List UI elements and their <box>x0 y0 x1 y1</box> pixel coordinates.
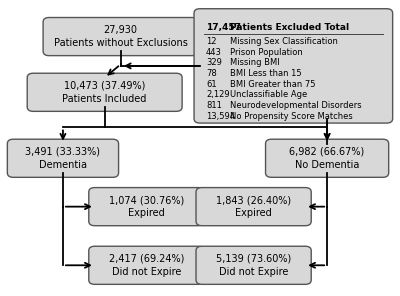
FancyBboxPatch shape <box>196 246 311 284</box>
Text: 5,139 (73.60%)
Did not Expire: 5,139 (73.60%) Did not Expire <box>216 254 291 277</box>
Text: 1,843 (26.40%)
Expired: 1,843 (26.40%) Expired <box>216 195 291 218</box>
Text: BMI Less than 15: BMI Less than 15 <box>230 69 302 78</box>
Text: 2,129: 2,129 <box>206 90 230 99</box>
Text: 811: 811 <box>206 101 222 110</box>
FancyBboxPatch shape <box>89 188 204 226</box>
FancyBboxPatch shape <box>266 139 389 177</box>
Text: 17,457: 17,457 <box>206 23 241 32</box>
Text: No Propensity Score Matches: No Propensity Score Matches <box>230 112 352 121</box>
Text: 1,074 (30.76%)
Expired: 1,074 (30.76%) Expired <box>109 195 184 218</box>
Text: 12: 12 <box>206 37 216 46</box>
Text: Neurodevelopmental Disorders: Neurodevelopmental Disorders <box>230 101 362 110</box>
Text: Missing Sex Classification: Missing Sex Classification <box>230 37 338 46</box>
Text: 27,930
Patients without Exclusions: 27,930 Patients without Exclusions <box>54 25 188 48</box>
FancyBboxPatch shape <box>27 73 182 111</box>
Text: 329: 329 <box>206 58 222 67</box>
Text: 6,982 (66.67%)
No Dementia: 6,982 (66.67%) No Dementia <box>290 147 365 170</box>
FancyBboxPatch shape <box>43 17 198 56</box>
Text: 2,417 (69.24%)
Did not Expire: 2,417 (69.24%) Did not Expire <box>109 254 184 277</box>
FancyBboxPatch shape <box>89 246 204 284</box>
Text: Patients Excluded Total: Patients Excluded Total <box>230 23 349 32</box>
Text: 443: 443 <box>206 48 222 57</box>
FancyBboxPatch shape <box>194 9 393 123</box>
FancyBboxPatch shape <box>196 188 311 226</box>
Text: BMI Greater than 75: BMI Greater than 75 <box>230 80 315 89</box>
Text: Prison Population: Prison Population <box>230 48 302 57</box>
Text: 61: 61 <box>206 80 216 89</box>
Text: 3,491 (33.33%)
Dementia: 3,491 (33.33%) Dementia <box>26 147 100 170</box>
Text: Unclassifiable Age: Unclassifiable Age <box>230 90 307 99</box>
Text: 10,473 (37.49%)
Patients Included: 10,473 (37.49%) Patients Included <box>62 81 147 104</box>
Text: 78: 78 <box>206 69 217 78</box>
Text: 13,594: 13,594 <box>206 112 235 121</box>
FancyBboxPatch shape <box>7 139 118 177</box>
Text: Missing BMI: Missing BMI <box>230 58 280 67</box>
